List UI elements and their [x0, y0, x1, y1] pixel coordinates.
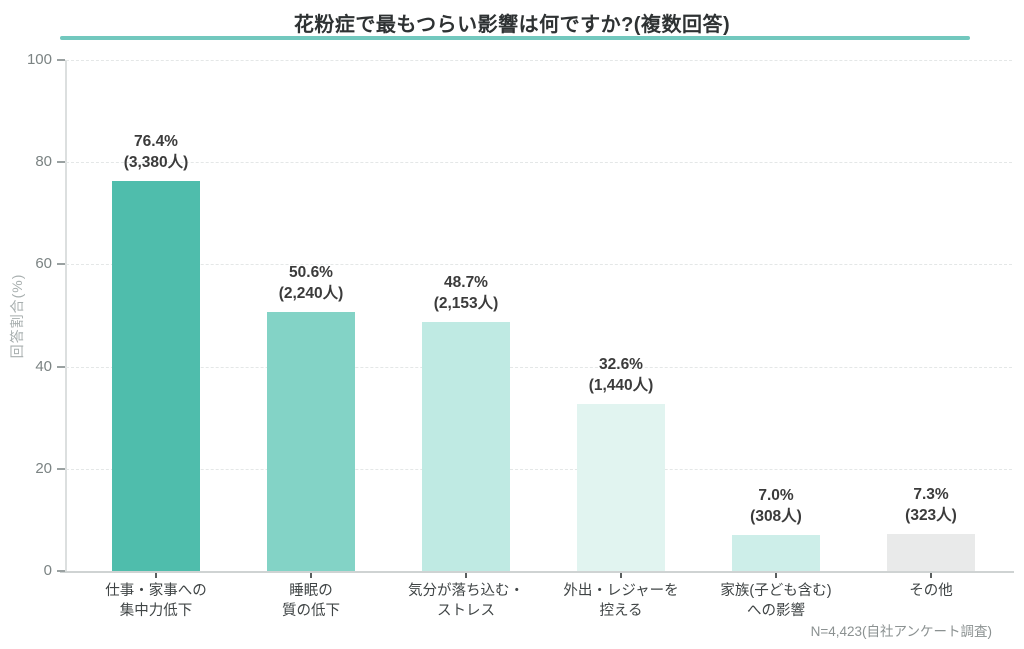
bar-4 — [577, 404, 665, 571]
gridline-40 — [66, 366, 1012, 368]
accent-underline — [60, 36, 970, 40]
gridline-20 — [66, 468, 1012, 470]
y-tick-mark-60 — [57, 263, 65, 266]
y-tick-label-0: 0 — [43, 562, 52, 579]
category-label-6: その他 — [909, 583, 953, 599]
category-label-1: 仕事・家事への 集中力低下 — [105, 583, 207, 619]
y-tick-mark-20 — [57, 467, 65, 470]
y-tick-mark-80 — [57, 161, 65, 164]
x-tick-mark-2 — [310, 573, 312, 578]
gridline-100 — [66, 60, 1012, 61]
y-tick-label-80: 80 — [35, 153, 52, 171]
y-tick-mark-100 — [57, 59, 65, 61]
y-tick-mark-40 — [57, 365, 65, 368]
bar-value-label-2: 50.6% (2,240人) — [278, 264, 344, 303]
bar-value-label-6: 7.3% (323人) — [905, 485, 957, 524]
bar-value-label-4: 32.6% (1,440人) — [588, 356, 654, 395]
x-axis-baseline — [60, 571, 1014, 573]
category-label-5: 家族(子ども含む) への影響 — [720, 583, 832, 619]
x-tick-mark-3 — [465, 573, 467, 578]
chart-title: 花粉症で最もつらい影響は何ですか?(複数回答) — [293, 14, 731, 36]
y-tick-label-20: 20 — [35, 459, 52, 477]
bar-3 — [422, 322, 510, 571]
gridline-60 — [66, 264, 1012, 266]
bar-value-label-1: 76.4% (3,380人) — [123, 132, 189, 171]
bar-5 — [732, 535, 820, 571]
category-label-2: 睡眠の 質の低下 — [282, 583, 340, 619]
x-tick-mark-1 — [155, 573, 157, 578]
bar-1 — [112, 180, 200, 571]
bar-2 — [267, 312, 355, 571]
bar-value-label-5: 7.0% (308人) — [750, 487, 802, 526]
y-axis-line — [65, 60, 67, 572]
sample-size-note: N=4,423(自社アンケート調査) — [810, 624, 992, 639]
y-tick-label-40: 40 — [35, 357, 52, 375]
y-tick-mark-0 — [57, 570, 65, 572]
category-label-3: 気分が落ち込む・ ストレス — [408, 583, 524, 619]
y-tick-label-60: 60 — [35, 255, 52, 273]
gridline-80 — [66, 162, 1012, 164]
y-tick-label-100: 100 — [26, 51, 52, 68]
bar-6 — [887, 533, 975, 571]
bar-value-label-3: 48.7% (2,153人) — [433, 274, 499, 313]
x-tick-mark-4 — [620, 573, 622, 578]
category-label-4: 外出・レジャーを 控える — [563, 583, 679, 619]
x-tick-mark-5 — [775, 573, 777, 578]
x-tick-mark-6 — [930, 573, 932, 578]
